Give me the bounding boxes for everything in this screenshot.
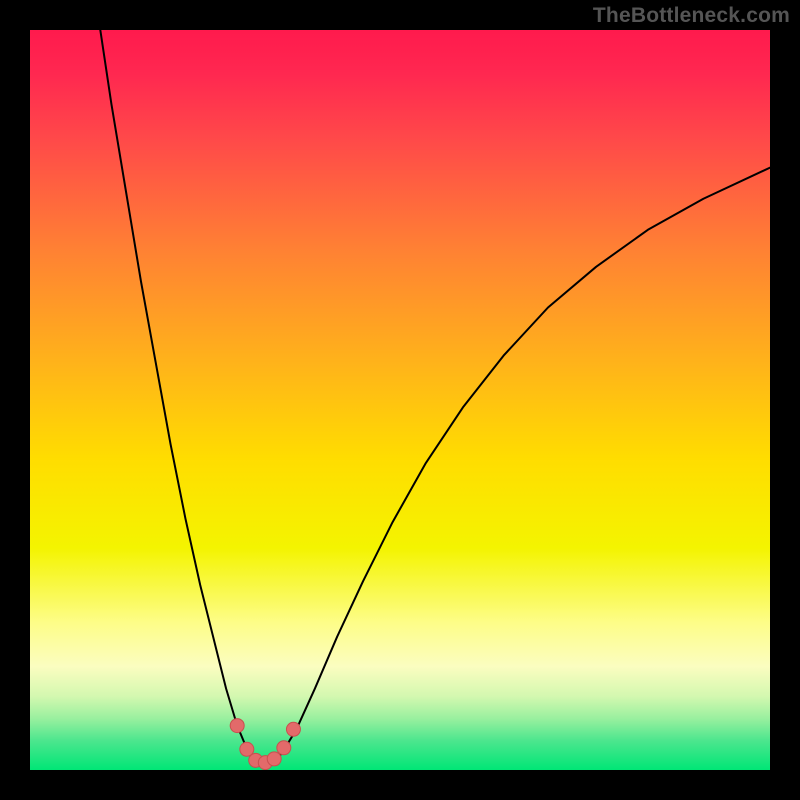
- data-marker: [230, 719, 244, 733]
- watermark-text: TheBottleneck.com: [593, 4, 790, 28]
- data-marker: [277, 741, 291, 755]
- plot-svg: [30, 30, 770, 770]
- gradient-background: [30, 30, 770, 770]
- plot-area: [30, 30, 770, 770]
- chart-frame: TheBottleneck.com: [0, 0, 800, 800]
- data-marker: [286, 722, 300, 736]
- data-marker: [267, 752, 281, 766]
